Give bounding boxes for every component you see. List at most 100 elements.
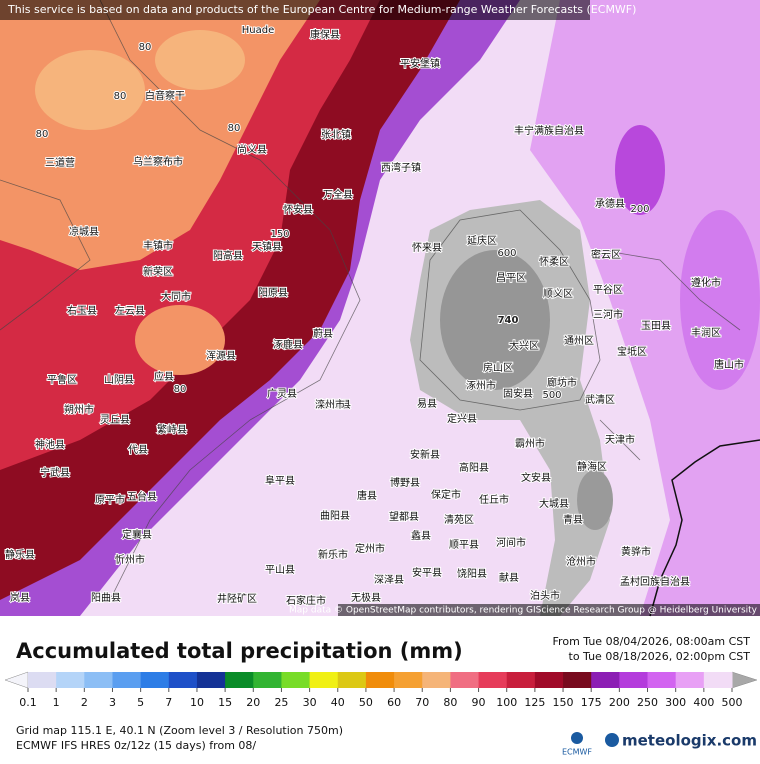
- contour-label: 80: [174, 384, 187, 395]
- place-label: Huade: [242, 25, 275, 36]
- contour-label: 500: [542, 390, 561, 401]
- place-label: 玉田县: [641, 320, 671, 332]
- place-label: 忻州市: [115, 553, 145, 566]
- ecmwf-logo: ECMWF: [562, 748, 592, 757]
- place-label: 青县: [563, 513, 583, 526]
- legend-tick-label: 20: [246, 696, 260, 709]
- place-label: 河间市: [496, 536, 526, 549]
- place-label: 新荣区: [143, 265, 173, 278]
- legend-tick-label: 60: [387, 696, 401, 709]
- precip-area: [135, 305, 225, 375]
- place-label: 朔州市: [64, 403, 94, 416]
- place-label: 天津市: [605, 433, 635, 446]
- legend-swatch: [563, 672, 592, 688]
- legend-swatch: [281, 672, 311, 688]
- legend-tick-label: 3: [109, 696, 116, 709]
- legend-tick-label: 50: [359, 696, 373, 709]
- place-label: 广灵县: [267, 388, 297, 400]
- place-label: 平山县: [265, 564, 295, 576]
- banner: This service is based on data and produc…: [7, 3, 636, 16]
- precip-area: [615, 125, 665, 215]
- place-label: 左云县: [115, 304, 145, 317]
- legend-swatch: [619, 672, 649, 688]
- place-label: 昌平区: [496, 272, 526, 284]
- legend-tick-label: 250: [637, 696, 658, 709]
- precip-area: [680, 210, 760, 390]
- admin-border: [0, 0, 741, 601]
- place-label: 井陉矿区: [217, 592, 257, 605]
- contour-label: 80: [36, 129, 49, 140]
- legend-swatch: [309, 672, 339, 688]
- precip-area: [530, 0, 760, 616]
- legend-swatch: [647, 672, 677, 688]
- place-label: 无极县: [351, 591, 381, 604]
- place-label: 涿鹿县: [273, 338, 303, 351]
- legend-swatch: [253, 672, 282, 688]
- place-label: 怀来县: [412, 242, 442, 254]
- place-label: 霸州市: [515, 437, 545, 450]
- legend-tick-label: 400: [693, 696, 714, 709]
- place-label: 神池县: [35, 438, 65, 451]
- place-label: 顺义区: [543, 288, 573, 300]
- place-label: 望都县: [389, 510, 419, 523]
- contour-label: 80: [139, 42, 152, 53]
- legend-swatch: [84, 672, 113, 688]
- attribution: Map data © OpenStreetMap contributors, r…: [289, 606, 758, 616]
- place-label: 清苑区: [444, 513, 474, 526]
- legend-tick-label: 5: [137, 696, 144, 709]
- place-label: 涿州市: [466, 379, 496, 392]
- place-label: 静海区: [577, 460, 607, 473]
- legend-swatch: [112, 672, 142, 688]
- contour-label: 80: [228, 123, 241, 134]
- legend-swatch: [168, 672, 198, 688]
- place-label: 应县: [154, 370, 174, 383]
- legend-swatch: [394, 672, 423, 688]
- place-label: 顺平县: [449, 539, 479, 551]
- legend-swatch: [703, 672, 733, 688]
- place-label: 房山区: [483, 361, 513, 374]
- place-label: 沧州市: [566, 555, 596, 568]
- attribution-bg: [338, 604, 760, 616]
- place-label: 丰润区: [691, 326, 721, 339]
- place-label: 岚县: [10, 592, 30, 604]
- place-label: 灵丘县: [100, 414, 130, 426]
- place-label: 承德县: [595, 197, 625, 210]
- place-label: 丰宁满族自治县: [514, 124, 584, 137]
- place-label: 右玉县: [67, 304, 97, 317]
- period-to: to Tue 08/18/2026, 02:00pm CST: [569, 650, 751, 663]
- place-label: 固安县: [503, 387, 533, 400]
- legend-tick-label: 500: [722, 696, 743, 709]
- legend-swatch: [450, 672, 480, 688]
- period-from: From Tue 08/04/2026, 08:00am CST: [553, 635, 751, 648]
- legend-swatch: [534, 672, 564, 688]
- legend-arrow-high: [731, 671, 758, 689]
- precip-area: [440, 250, 550, 390]
- place-label: 三河市: [593, 308, 623, 321]
- place-label: 白音察干: [145, 89, 185, 102]
- place-label: 宝坻区: [617, 345, 647, 358]
- legend-tick-label: 2: [81, 696, 88, 709]
- place-label: 黄骅市: [621, 545, 651, 558]
- legend-swatch: [28, 672, 57, 688]
- place-label: 大城县: [539, 497, 569, 510]
- legend-tick-label: 70: [415, 696, 429, 709]
- place-label: 曲阳县: [320, 510, 350, 522]
- place-label: 饶阳县: [457, 567, 487, 580]
- legend-swatch: [225, 672, 254, 688]
- contour-label: 200: [630, 204, 649, 215]
- legend-swatch: [506, 672, 536, 688]
- meteologix-icon: [605, 733, 619, 747]
- place-label: 博野县: [390, 476, 420, 489]
- place-label: 易县: [417, 398, 437, 410]
- place-label: 张北镇: [321, 128, 351, 141]
- place-label: 涞源县: [321, 398, 351, 411]
- legend-tick-label: 175: [581, 696, 602, 709]
- place-label: 天镇县: [252, 240, 282, 253]
- coastline: [649, 439, 760, 617]
- model-info: ECMWF IFS HRES 0z/12z (15 days) from 08/: [16, 739, 256, 752]
- place-label: 康保县: [310, 28, 340, 41]
- legend-tick-label: 0.1: [19, 696, 37, 709]
- legend-tick-label: 25: [274, 696, 288, 709]
